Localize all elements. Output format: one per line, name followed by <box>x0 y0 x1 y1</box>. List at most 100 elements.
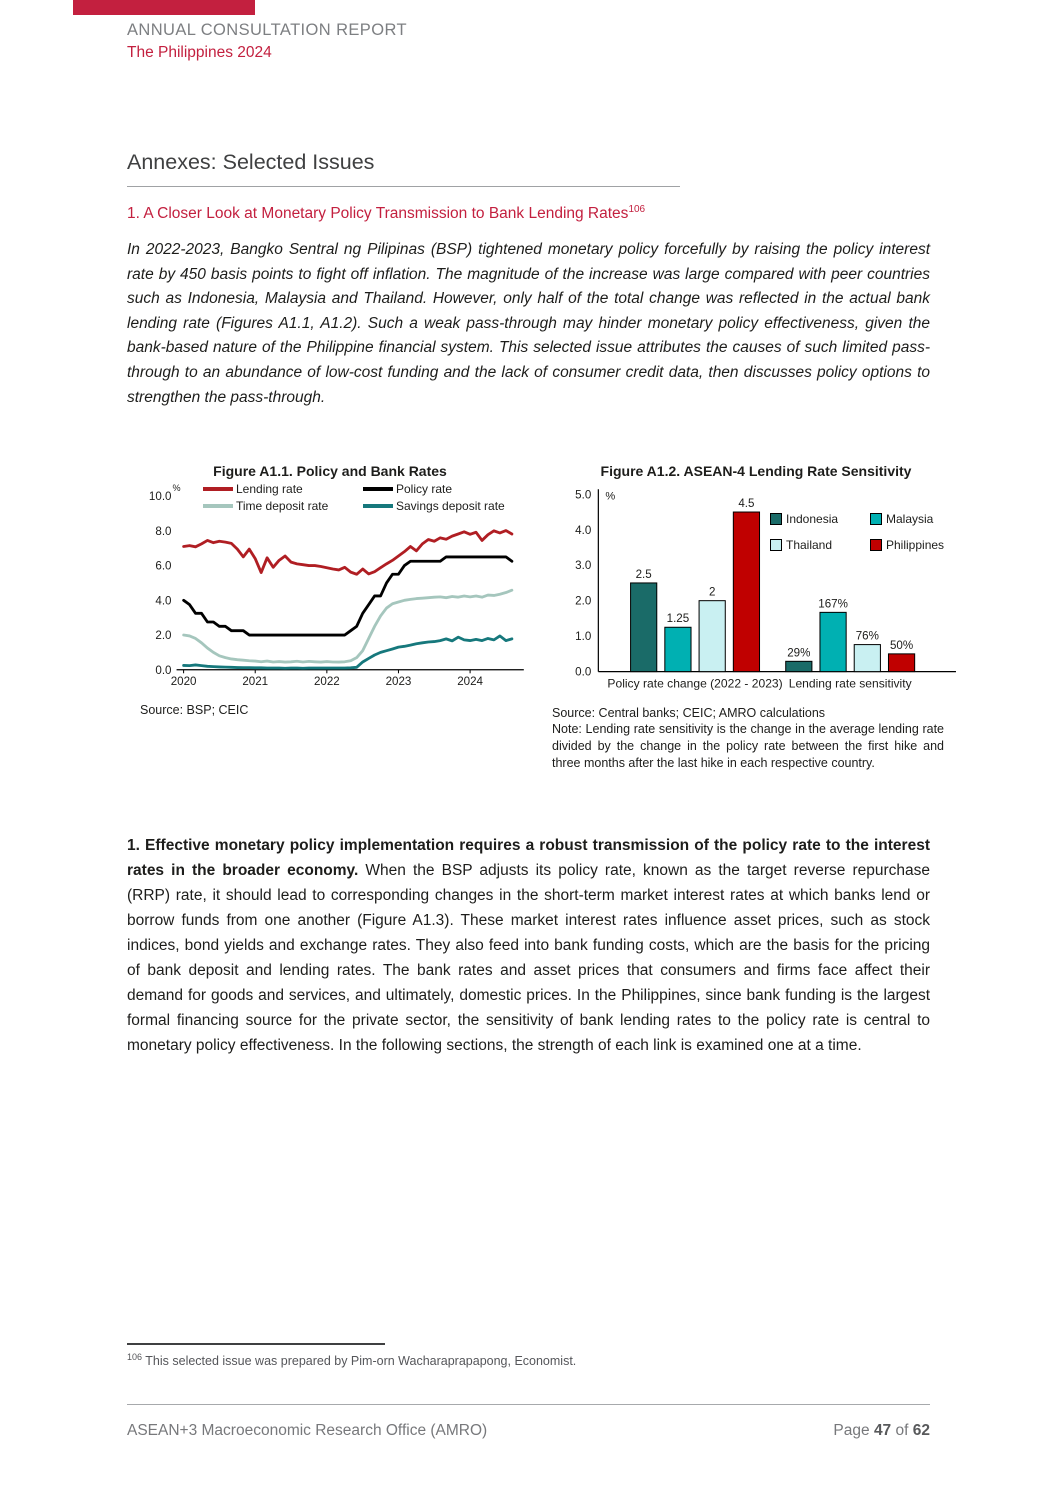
y-tick-label: 10.0 <box>149 490 172 503</box>
section-heading-text: 1. A Closer Look at Monetary Policy Tran… <box>127 205 629 223</box>
bar-philippines <box>887 653 916 673</box>
figure-a1-2-note: Note: Lending rate sensitivity is the ch… <box>552 722 944 770</box>
footer-organization: ASEAN+3 Macroeconomic Research Office (A… <box>127 1422 488 1439</box>
legend-swatch <box>363 504 393 508</box>
bar-chart-svg: 0.0 1.0 2.0 3.0 4.0 5.0 % 2.5 1.25 2 4.5 Policy rat… <box>575 489 956 691</box>
x-tick-label: 2023 <box>386 675 412 688</box>
bar-value-label: 1.25 <box>667 613 690 625</box>
footnote-text: This selected issue was prepared by Pim-… <box>142 1354 577 1369</box>
lending-rate-sensitivity-bar-chart: 0.0 1.0 2.0 3.0 4.0 5.0% 2.5 1.25 2 4.5 Policy rat… <box>552 482 960 699</box>
legend-item-philippines: Philippines <box>870 538 944 552</box>
legend-label: Philippines <box>886 538 945 552</box>
y-tick-label: 1.0 <box>575 631 591 643</box>
footnote-marker: 106 <box>127 1352 143 1362</box>
legend-swatch <box>203 504 233 508</box>
group-label: Policy rate change (2022 - 2023) <box>607 677 782 691</box>
figure-a1-2-chart-area: 0.0 1.0 2.0 3.0 4.0 5.0% 2.5 1.25 2 4.5 Policy rat… <box>552 482 960 699</box>
y-tick-label: 5.0 <box>575 489 591 501</box>
legend-item-thailand: Thailand <box>770 538 870 552</box>
y-tick-label: 4.0 <box>155 594 171 607</box>
bar-thailand <box>698 600 726 673</box>
y-tick-label: 4.0 <box>575 525 591 537</box>
legend-label: Thailand <box>786 538 833 552</box>
y-axis-unit: % <box>605 490 615 502</box>
body-paragraph-rest: When the BSP adjusts its policy rate, kn… <box>127 862 930 1054</box>
figure-a1-1-legend: Lending rate Policy rate Time deposit rate… <box>203 482 505 513</box>
footnote: 106 This selected issue was prepared by … <box>127 1352 576 1368</box>
legend-label: Policy rate <box>396 482 453 496</box>
report-title: ANNUAL CONSULTATION REPORT <box>127 21 407 39</box>
line-chart-svg: 0.0 2.0 4.0 6.0 8.0 10.0% 2020 2021 2022 2023 2024 <box>149 483 524 688</box>
y-tick-label: 0.0 <box>575 667 591 679</box>
legend-swatch <box>870 513 882 525</box>
y-tick-label: 6.0 <box>155 560 171 573</box>
bar-value-label: 50% <box>890 640 913 652</box>
figure-a1-2-title: Figure A1.2. ASEAN-4 Lending Rate Sensit… <box>600 463 912 479</box>
figure-a1-2: Figure A1.2. ASEAN-4 Lending Rate Sensit… <box>552 463 960 771</box>
y-tick-label: 8.0 <box>155 525 171 538</box>
legend-swatch <box>363 487 393 491</box>
bar-philippines <box>732 511 761 673</box>
series-line-time-deposit-rate <box>182 588 514 664</box>
bar-malaysia <box>664 626 692 673</box>
bar-value-label: 2.5 <box>636 569 652 581</box>
figure-a1-1-chart-area: 0.0 2.0 4.0 6.0 8.0 10.0% 2020 2021 2022 2023 2024… <box>128 482 532 696</box>
legend-swatch <box>870 539 882 551</box>
y-tick-label: 2.0 <box>575 596 591 608</box>
figure-a1-1: Figure A1.1. Policy and Bank Rates 0.0 2.… <box>128 463 532 717</box>
legend-item-policy-rate: Policy rate <box>363 482 505 496</box>
legend-item-time-deposit-rate: Time deposit rate <box>203 499 363 513</box>
bar-indonesia <box>630 582 658 673</box>
x-tick-label: 2022 <box>314 675 340 688</box>
page-footer: ASEAN+3 Macroeconomic Research Office (A… <box>127 1422 930 1440</box>
series-line-policy-rate <box>182 555 514 637</box>
bar-value-label: 29% <box>787 647 810 659</box>
y-axis-unit: % <box>173 483 181 493</box>
figure-a1-2-source: Source: Central banks; CEIC; AMRO calcul… <box>552 706 826 720</box>
series-line-lending-rate <box>182 529 514 576</box>
group-label: Lending rate sensitivity <box>789 677 913 691</box>
legend-label: Malaysia <box>886 512 934 526</box>
footnote-reference: 106 <box>628 204 646 215</box>
series-line-savings-deposit-rate <box>182 634 514 670</box>
legend-label: Time deposit rate <box>236 499 329 513</box>
page-total: 62 <box>912 1422 930 1439</box>
bar-malaysia <box>819 611 847 673</box>
bar-value-label: 76% <box>856 631 879 643</box>
legend-label: Lending rate <box>236 482 303 496</box>
intro-paragraph: In 2022-2023, Bangko Sentral ng Pilipina… <box>127 241 930 406</box>
page-heading: Annexes: Selected Issues <box>127 150 375 174</box>
legend-item-lending-rate: Lending rate <box>203 482 363 496</box>
x-tick-label: 2024 <box>457 675 483 688</box>
footnote-divider <box>127 1343 385 1345</box>
bar-value-label: 2 <box>709 587 715 599</box>
page-current: 47 <box>873 1422 892 1439</box>
x-tick-label: 2020 <box>171 675 197 688</box>
legend-swatch <box>770 513 782 525</box>
x-tick-label: 2021 <box>242 675 268 688</box>
report-subtitle: The Philippines 2024 <box>127 44 272 61</box>
section-heading: 1. A Closer Look at Monetary Policy Tran… <box>127 204 645 223</box>
heading-divider <box>127 186 680 187</box>
y-tick-label: 0.0 <box>155 664 171 677</box>
bar-value-label: 4.5 <box>738 498 754 510</box>
legend-item-malaysia: Malaysia <box>870 512 944 526</box>
figure-a1-2-legend: Indonesia Malaysia Thailand Philippines <box>770 512 944 552</box>
legend-swatch <box>203 487 233 491</box>
figure-a1-1-source: Source: BSP; CEIC <box>140 703 249 717</box>
figure-a1-1-title: Figure A1.1. Policy and Bank Rates <box>213 463 447 479</box>
bar-thailand <box>853 644 881 673</box>
body-paragraph: 1. Effective monetary policy implementat… <box>127 833 930 1058</box>
brand-color-bar <box>73 0 255 15</box>
y-tick-label: 2.0 <box>155 629 171 642</box>
bar-indonesia <box>785 660 813 673</box>
legend-label: Savings deposit rate <box>396 499 505 513</box>
page-label: Page <box>833 1422 870 1439</box>
footer-divider <box>127 1404 930 1405</box>
legend-swatch <box>770 539 782 551</box>
of-label: of <box>895 1422 909 1439</box>
legend-label: Indonesia <box>786 512 839 526</box>
policy-bank-rates-line-chart: 0.0 2.0 4.0 6.0 8.0 10.0% 2020 2021 2022 2023 2024 <box>128 482 532 696</box>
legend-item-indonesia: Indonesia <box>770 512 870 526</box>
